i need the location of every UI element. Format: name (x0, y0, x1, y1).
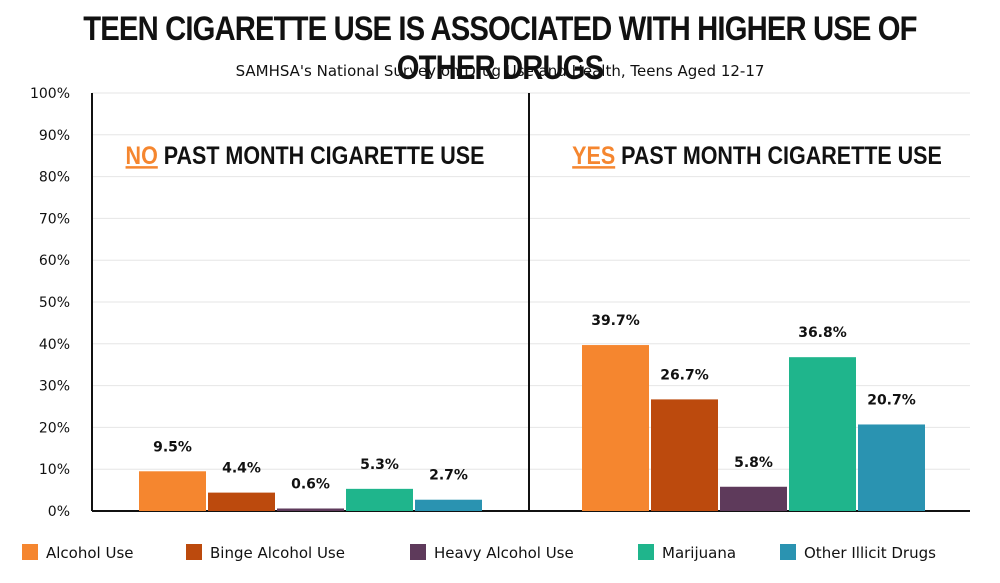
y-tick-label: 20% (39, 420, 70, 436)
gridlines (92, 92, 970, 470)
legend-label: Binge Alcohol Use (210, 544, 345, 562)
y-tick-label: 40% (39, 337, 70, 353)
y-tick-label: 80% (39, 170, 70, 186)
bar (277, 508, 344, 511)
data-label: 39.7% (591, 313, 640, 329)
panel-title: YES PAST MONTH CIGARETTE USE (572, 141, 942, 169)
bar (720, 486, 787, 511)
bar (858, 424, 925, 511)
data-label: 2.7% (429, 468, 468, 484)
y-tick-label: 50% (39, 295, 70, 311)
data-label: 9.5% (153, 439, 192, 455)
panel-title-rest: PAST MONTH CIGARETTE USE (615, 141, 942, 169)
bar (651, 399, 718, 511)
panel-title-highlight: NO (126, 141, 158, 169)
data-label: 26.7% (660, 367, 709, 383)
chart-title: TEEN CIGARETTE USE IS ASSOCIATED WITH HI… (83, 10, 917, 87)
legend-label: Marijuana (662, 544, 736, 562)
y-tick-label: 90% (39, 128, 70, 144)
y-tick-label: 30% (39, 379, 70, 395)
y-tick-label: 70% (39, 211, 70, 227)
data-label: 36.8% (798, 325, 847, 341)
y-tick-label: 10% (39, 462, 70, 478)
legend-swatch (410, 544, 426, 560)
chart-subtitle: SAMHSA's National Survey on Drug Use and… (235, 62, 765, 80)
panel-title-rest: PAST MONTH CIGARETTE USE (158, 141, 485, 169)
data-label: 4.4% (222, 461, 261, 477)
bar (582, 345, 649, 511)
data-label: 5.3% (360, 457, 399, 473)
legend-swatch (638, 544, 654, 560)
legend-swatch (780, 544, 796, 560)
legend-label: Other Illicit Drugs (804, 544, 936, 562)
data-label: 20.7% (867, 392, 916, 408)
bar (208, 492, 275, 511)
legend-label: Heavy Alcohol Use (434, 544, 574, 562)
panels: NO PAST MONTH CIGARETTE USE YES PAST MONT… (126, 141, 942, 169)
legend: Alcohol Use Binge Alcohol Use Heavy Alcoho… (22, 544, 936, 562)
bar (415, 499, 482, 511)
data-label: 0.6% (291, 476, 330, 492)
y-tick-label: 100% (30, 86, 70, 102)
y-tick-label: 60% (39, 253, 70, 269)
y-tick-label: 0% (48, 504, 70, 520)
bar (139, 471, 206, 511)
bars: 9.5% 4.4% 0.6% 5.3% 2.7% 39.7% 26.7% 5.8% 36.8% 2… (139, 313, 925, 511)
legend-swatch (186, 544, 202, 560)
bar (789, 357, 856, 511)
legend-swatch (22, 544, 38, 560)
panel-title: NO PAST MONTH CIGARETTE USE (126, 141, 485, 169)
bar (346, 488, 413, 511)
data-label: 5.8% (734, 455, 773, 471)
panel-title-highlight: YES (572, 141, 615, 169)
legend-label: Alcohol Use (46, 544, 134, 562)
